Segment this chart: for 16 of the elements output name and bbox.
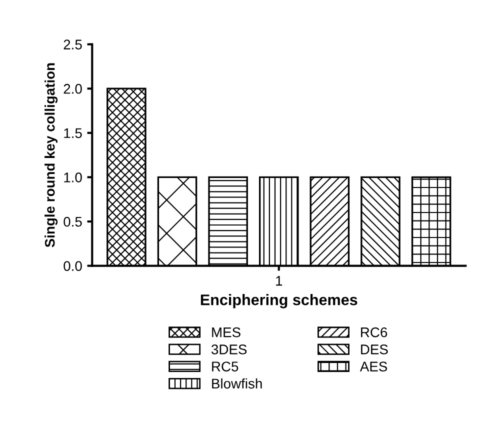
- y-tick-label: 0.0: [64, 261, 82, 271]
- y-tick-label: 2.5: [64, 40, 82, 50]
- legend-label: RC5: [212, 362, 238, 372]
- legend-label: AES: [360, 362, 388, 372]
- legend-label: 3DES: [211, 344, 247, 354]
- y-axis-title: Single round key colligation: [44, 63, 58, 248]
- x-axis-title: Enciphering schemes: [200, 294, 358, 308]
- legend-label: RC6: [361, 327, 388, 338]
- x-tick-label: 1: [276, 276, 282, 286]
- y-tick-label: 1.5: [64, 128, 82, 138]
- legend-label: DES: [361, 344, 388, 354]
- legend-label: Blowfish: [212, 378, 262, 389]
- y-tick-label: 0.5: [64, 216, 82, 227]
- y-tick-label: 1.0: [64, 172, 82, 182]
- legend-label: MES: [212, 327, 240, 338]
- y-tick-label: 2.0: [64, 84, 82, 94]
